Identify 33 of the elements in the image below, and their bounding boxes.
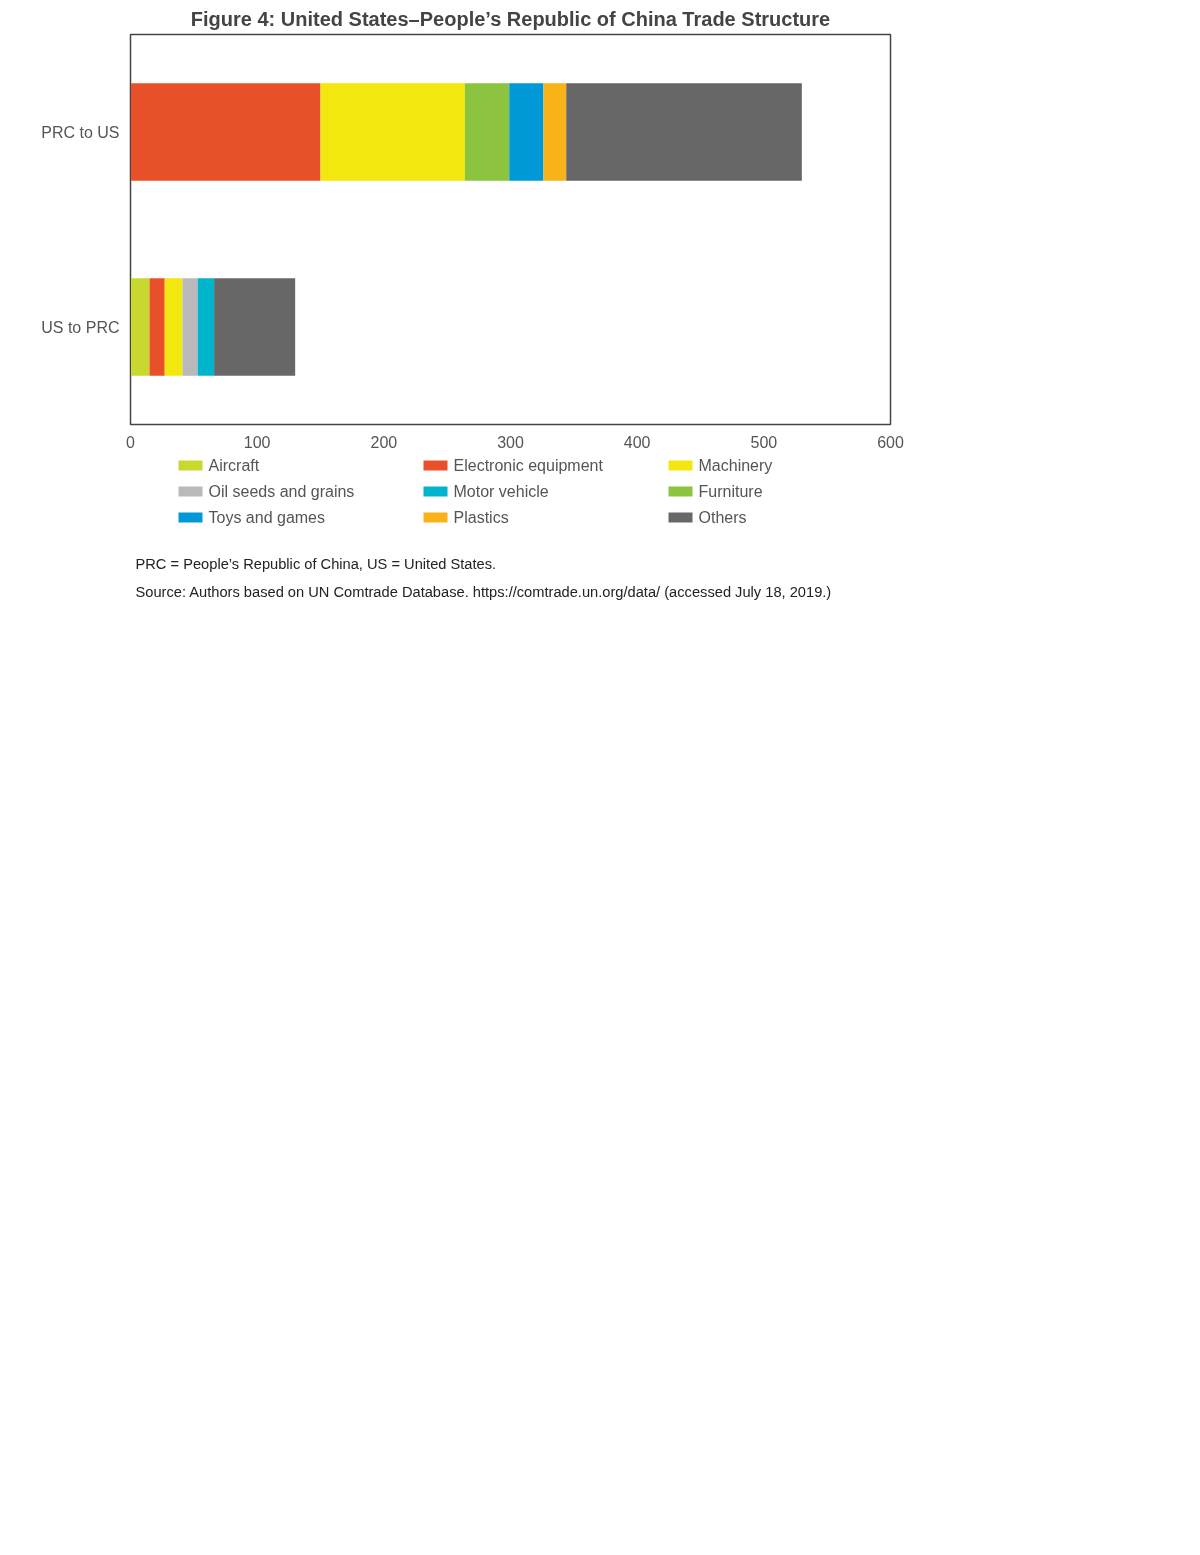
text: PRC = People’s Republic of China, US = United States. — [135, 555, 497, 572]
x-tick-label: 600 — [877, 433, 904, 451]
bar — [214, 278, 296, 376]
legend-label: Electronic equipment — [453, 457, 604, 474]
bar — [130, 278, 150, 376]
legend-label: Others — [698, 509, 747, 526]
legend-label: Furniture — [698, 483, 763, 500]
bar — [164, 278, 183, 376]
bar — [149, 278, 165, 376]
legend-label: Machinery — [698, 457, 773, 474]
bar — [566, 83, 802, 181]
y-tick-label: PRC to US — [41, 123, 120, 141]
x-tick-label: 300 — [497, 433, 524, 451]
bar — [182, 278, 198, 376]
bar — [509, 83, 544, 181]
legend-label: Aircraft — [208, 457, 260, 474]
bar — [543, 83, 567, 181]
bar — [464, 83, 510, 181]
legend-label: Motor vehicle — [453, 483, 549, 500]
source-note: Source: Authors based on UN Comtrade Database. https://comtrade.un.org/data/ (accessed July 18, 2019.) — [135, 583, 832, 600]
x-tick-label: 500 — [750, 433, 778, 451]
x-tick-label: 400 — [623, 433, 651, 451]
x-tick-label: 0 — [126, 433, 136, 451]
y-tick-label: US to PRC — [41, 318, 120, 336]
x-tick-label: 100 — [243, 433, 271, 451]
chart-title: Figure 4: United States–People’s Republic of China Trade Structure — [190, 7, 831, 30]
legend-label: Toys and games — [208, 509, 326, 526]
legend-label: Plastics — [453, 509, 509, 526]
legend-label: Oil seeds and grains — [208, 483, 355, 500]
bar — [197, 278, 215, 376]
bar — [320, 83, 465, 181]
x-tick-label: 200 — [370, 433, 398, 451]
bar — [130, 83, 321, 181]
